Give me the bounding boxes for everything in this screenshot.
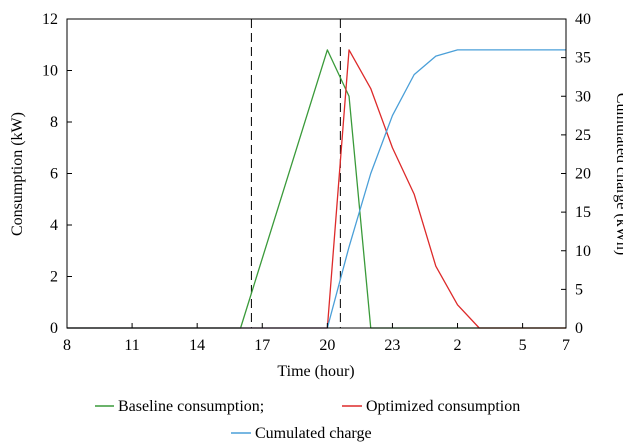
y-axis-right-title: Cumulated charge (kWh) xyxy=(613,93,623,255)
y-right-tick-label: 20 xyxy=(575,166,591,183)
y-left-tick-label: 0 xyxy=(50,320,58,337)
y-left-tick-label: 4 xyxy=(50,217,58,234)
y-right-tick-label: 0 xyxy=(575,320,583,337)
legend-label-cumulated: Cumulated charge xyxy=(255,425,372,442)
x-tick-label: 7 xyxy=(562,337,570,354)
x-tick-label: 20 xyxy=(319,337,335,354)
plot-frame xyxy=(66,18,567,329)
legend: Baseline consumption; Optimized consumpt… xyxy=(95,398,520,442)
x-tick-label: 5 xyxy=(519,337,527,354)
y-left-tick-label: 12 xyxy=(42,11,58,28)
x-tick-label: 11 xyxy=(124,337,139,354)
series-line-cumulated xyxy=(67,49,566,329)
series-line-optimized xyxy=(67,49,566,329)
y-right-tick-label: 30 xyxy=(575,88,591,105)
y-right-tick-label: 35 xyxy=(575,50,591,67)
y-left-tick-label: 10 xyxy=(42,63,58,80)
x-tick-label: 17 xyxy=(254,337,270,354)
y-right-tick-label: 40 xyxy=(575,11,591,28)
x-tick-label: 2 xyxy=(454,337,462,354)
series-line-baseline xyxy=(67,49,566,329)
y-axis-left-title: Consumption (kW) xyxy=(9,112,26,236)
y-left-tick-label: 8 xyxy=(50,114,58,131)
y-left-tick-label: 2 xyxy=(50,269,58,286)
y-right-tick-label: 25 xyxy=(575,127,591,144)
x-tick-label: 23 xyxy=(384,337,400,354)
y-right-tick-label: 10 xyxy=(575,243,591,260)
x-axis-title: Time (hour) xyxy=(277,363,354,380)
y-left-tick-label: 6 xyxy=(50,166,58,183)
legend-label-optimized: Optimized consumption xyxy=(366,398,520,415)
y-right-tick-label: 5 xyxy=(575,281,583,298)
x-tick-label: 14 xyxy=(189,337,205,354)
y-right-tick-label: 15 xyxy=(575,204,591,221)
legend-label-baseline: Baseline consumption; xyxy=(118,398,264,415)
x-tick-label: 8 xyxy=(63,337,71,354)
